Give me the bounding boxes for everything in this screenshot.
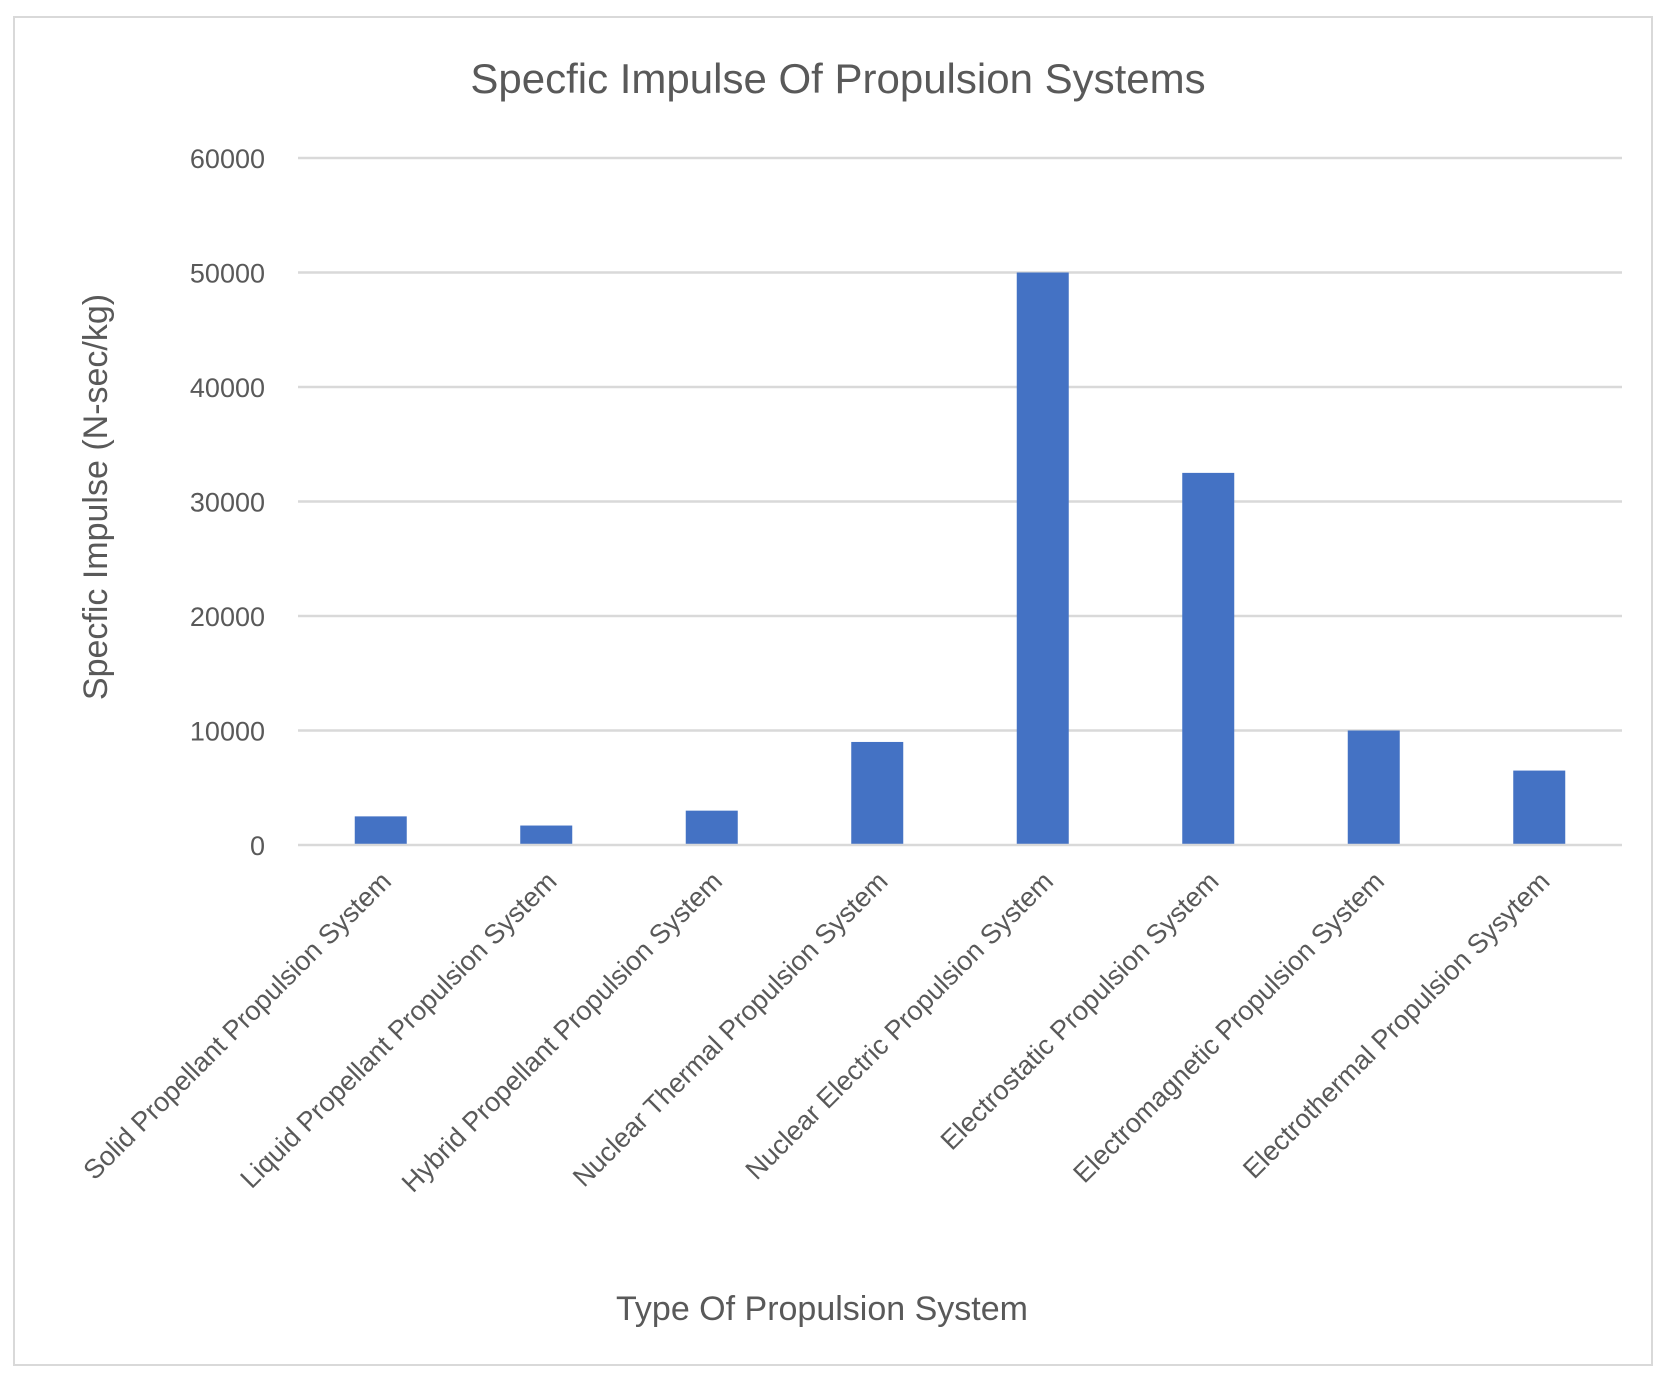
x-tick-label: Hybrid Propellant Propulsion System [396,866,728,1198]
bar [1182,472,1235,845]
chart-title: Specfic Impulse Of Propulsion Systems [470,55,1205,102]
bar [851,741,904,845]
x-tick-label: Nuclear Electric Propulsion System [740,866,1059,1185]
x-tick-label: Nuclear Thermal Propulsion System [567,866,893,1192]
x-tick-label: Electromagnetic Propulsion System [1067,866,1390,1189]
x-tick-label: Electrostatic Propulsion System [935,866,1225,1156]
y-tick-label: 10000 [190,717,265,747]
bar [685,810,738,845]
y-tick-label: 40000 [190,373,265,403]
chart-frame [13,16,1653,1366]
bar [1016,272,1069,845]
x-tick-label: Solid Propellant Propulsion System [78,866,397,1185]
y-axis-ticks: 0 10000 20000 30000 40000 50000 60000 [190,144,265,861]
x-tick-label: Electrothermal Propulsion Sysytem [1237,866,1555,1184]
bar [1513,770,1566,845]
gridlines [298,156,1622,732]
y-tick-label: 30000 [190,488,265,518]
y-axis-title: Specfic Impulse (N-sec/kg) [77,294,115,700]
x-tick-label: Liquid Propellant Propulsion System [235,866,563,1194]
bar [520,825,573,845]
bar [1347,730,1400,845]
x-axis-ticks: Solid Propellant Propulsion SystemLiquid… [78,866,1556,1198]
bars [354,272,1566,845]
y-tick-label: 20000 [190,602,265,632]
y-tick-label: 0 [250,831,265,861]
x-axis-title: Type Of Propulsion System [616,1290,1028,1328]
bar [354,816,407,845]
y-tick-label: 50000 [190,259,265,289]
y-tick-label: 60000 [190,144,265,174]
